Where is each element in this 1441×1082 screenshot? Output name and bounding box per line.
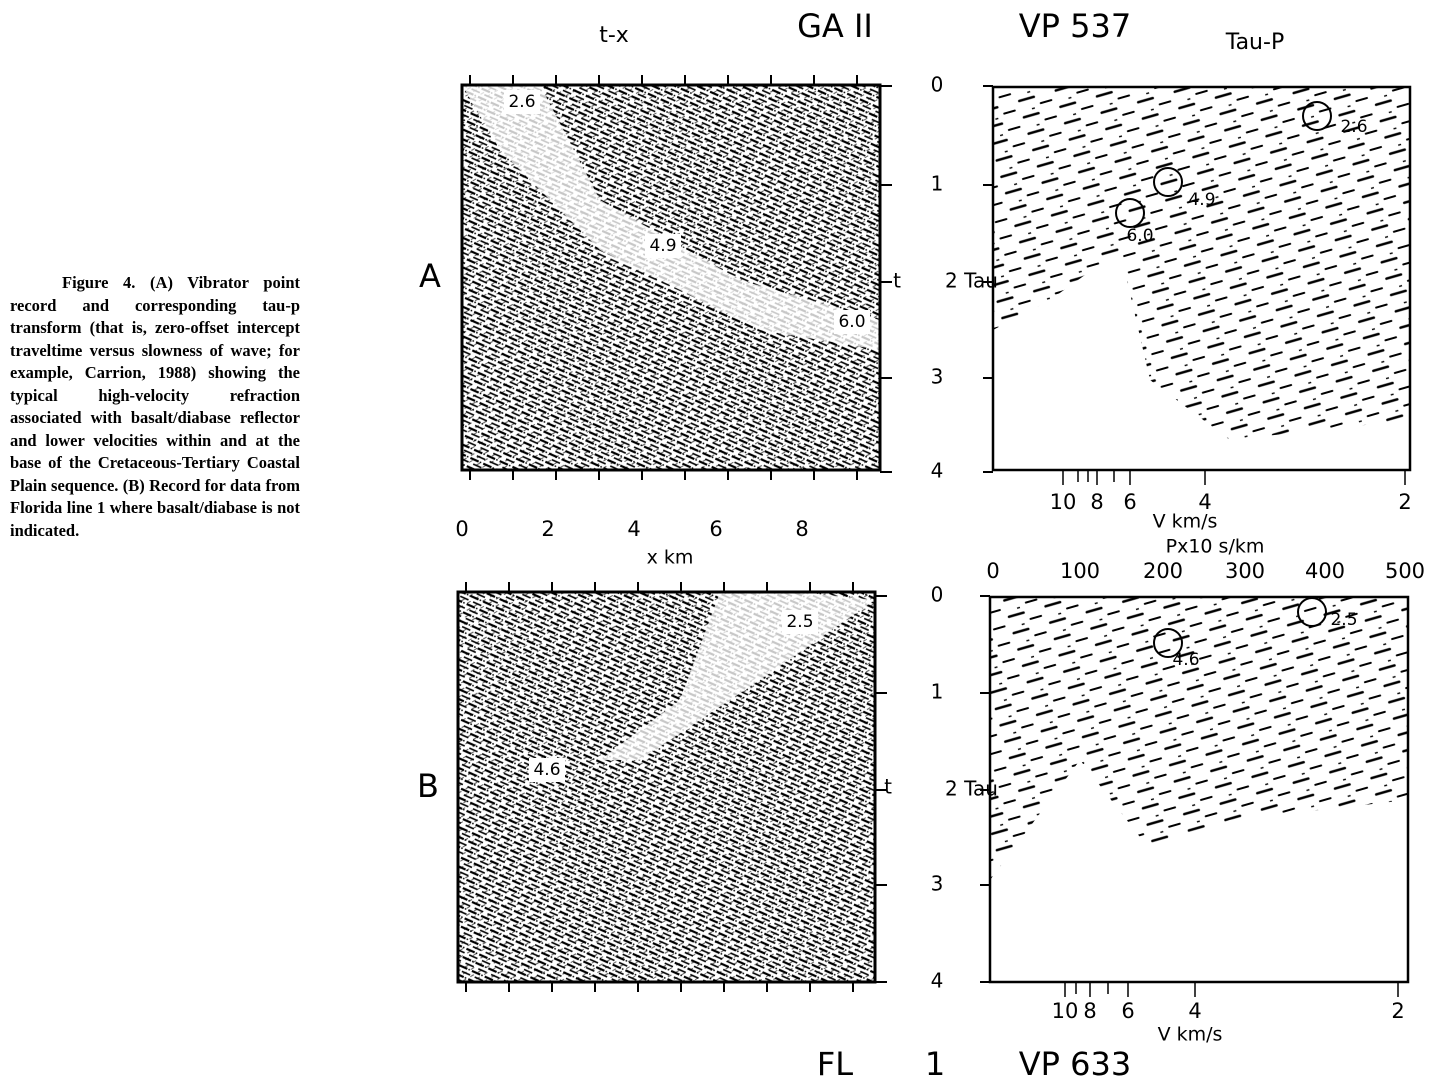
vibrator-point: VP 633 — [1019, 1045, 1131, 1082]
v-tick-label: 6 — [1123, 490, 1136, 514]
p-tick-label: 500 — [1385, 559, 1425, 583]
site-name: FL — [817, 1045, 853, 1082]
axis-label: V km/s — [1153, 511, 1218, 533]
velocity-annotation: 2.5 — [1330, 610, 1357, 630]
velocity-annotation: 4.6 — [1172, 650, 1199, 670]
velocity-annotation: 4.9 — [649, 236, 676, 256]
quiet-zone — [462, 85, 880, 350]
velocity-annotation: 2.6 — [1340, 117, 1367, 137]
v-tick-label: 8 — [1083, 999, 1096, 1023]
pick-circle — [1115, 198, 1145, 228]
axis-label: Px10 s/km — [1166, 536, 1265, 558]
v-tick-label: 4 — [1188, 999, 1201, 1023]
record-frame — [456, 590, 877, 984]
tau-tick-label: 1 — [931, 172, 944, 196]
pick-circle — [1302, 101, 1332, 131]
velocity-annotation: 4.9 — [1188, 190, 1215, 210]
axis-label: t — [884, 775, 892, 799]
x-tick-label: 2 — [541, 517, 554, 541]
tau-tick-label: 1 — [931, 680, 944, 704]
tau-tick-label: 2 Tau — [945, 269, 998, 293]
pick-circle — [1153, 167, 1183, 197]
panel-label: B — [417, 767, 439, 805]
line-number: 1 — [925, 1045, 945, 1082]
vibrator-point: VP 537 — [1019, 7, 1131, 45]
axis-label: V km/s — [1158, 1024, 1223, 1046]
velocity-annotation: 4.6 — [533, 760, 560, 780]
v-tick-label: 10 — [1050, 490, 1077, 514]
p-tick-label: 100 — [1060, 559, 1100, 583]
panel-label: A — [419, 257, 441, 295]
tau-tick-label: 4 — [931, 459, 944, 483]
p-tick-label: 0 — [986, 559, 999, 583]
pick-circle — [1297, 597, 1327, 627]
annotation-box — [782, 610, 818, 634]
p-tick-label: 300 — [1225, 559, 1265, 583]
annotation-box — [504, 90, 540, 114]
v-tick-label: 10 — [1052, 999, 1079, 1023]
v-tick-label: 8 — [1090, 490, 1103, 514]
velocity-annotation: 2.5 — [786, 612, 813, 632]
x-tick-label: 0 — [455, 517, 468, 541]
x-tick-label: 8 — [795, 517, 808, 541]
panel-title: Tau-P — [1225, 30, 1284, 55]
record-frame — [460, 83, 882, 472]
annotation-box — [834, 310, 870, 334]
seismic-record-overlay — [458, 592, 875, 982]
tau-tick-label: 4 — [931, 969, 944, 993]
axis-label: t — [893, 269, 901, 293]
tau-tick-label: 3 — [931, 872, 944, 896]
x-tick-label: 4 — [627, 517, 640, 541]
p-tick-label: 200 — [1143, 559, 1183, 583]
figure-caption: Figure 4. (A) Vibrator point record and … — [10, 273, 300, 540]
axis-label: x km — [647, 547, 694, 569]
panel-title: t-x — [599, 23, 629, 48]
v-tick-label: 2 — [1391, 999, 1404, 1023]
empty-zone — [990, 760, 1408, 982]
tau-tick-label: 0 — [931, 73, 944, 97]
p-tick-label: 400 — [1305, 559, 1345, 583]
tau-tick-label: 0 — [931, 583, 944, 607]
empty-zone — [993, 250, 1410, 470]
taup-frame — [991, 85, 1412, 472]
pick-circle — [1153, 628, 1183, 658]
x-tick-label: 6 — [709, 517, 722, 541]
v-tick-label: 4 — [1198, 490, 1211, 514]
tau-tick-label: 3 — [931, 365, 944, 389]
annotation-box — [529, 758, 565, 782]
velocity-annotation: 2.6 — [508, 92, 535, 112]
tau-tick-label: 2 Tau — [945, 777, 998, 801]
line-name: GA II — [797, 7, 873, 45]
velocity-annotation: 6.0 — [838, 312, 865, 332]
velocity-annotation: 6.0 — [1126, 226, 1153, 246]
annotation-box — [645, 234, 681, 258]
v-tick-label: 6 — [1121, 999, 1134, 1023]
v-tick-label: 2 — [1398, 490, 1411, 514]
